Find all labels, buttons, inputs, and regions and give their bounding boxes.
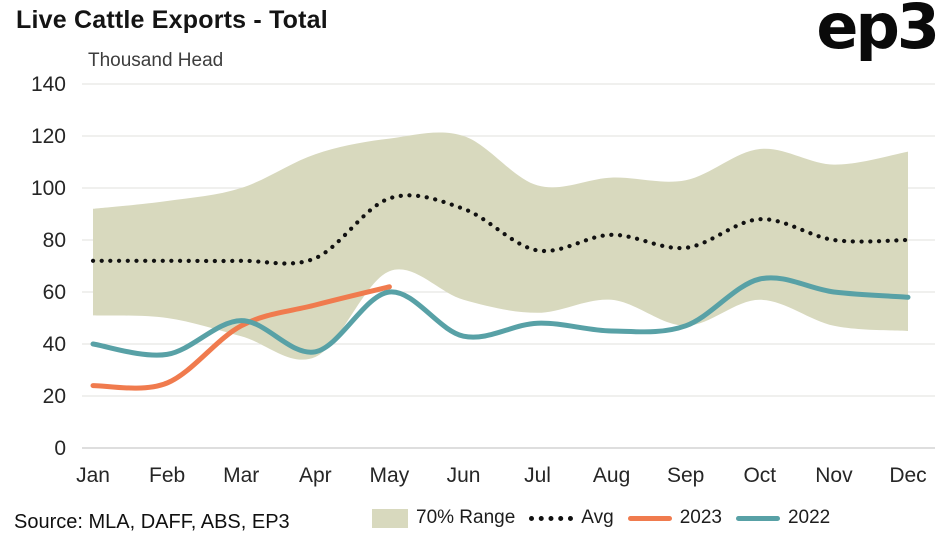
legend-avg-swatch <box>529 515 574 521</box>
legend-band-label: 70% Range <box>416 507 516 528</box>
svg-text:120: 120 <box>31 125 66 148</box>
legend-2022-label: 2022 <box>787 507 831 528</box>
svg-text:Mar: Mar <box>223 464 259 487</box>
svg-text:Apr: Apr <box>299 464 332 487</box>
ep3-logo: ep3 <box>816 0 940 63</box>
legend-2022-swatch <box>735 515 780 521</box>
svg-text:Oct: Oct <box>743 464 776 487</box>
source-note: Source: MLA, DAFF, ABS, EP3 <box>14 511 290 533</box>
y-axis-unit-label: Thousand Head <box>88 50 224 71</box>
svg-text:100: 100 <box>31 177 66 200</box>
chart-title: Live Cattle Exports - Total <box>16 6 328 34</box>
svg-text:Jul: Jul <box>524 464 551 487</box>
svg-text:80: 80 <box>43 229 66 252</box>
legend: 70% Range Avg 2023 2022 <box>372 507 830 529</box>
legend-item-2022: 2022 <box>735 507 831 529</box>
svg-text:Nov: Nov <box>815 464 853 487</box>
svg-text:20: 20 <box>43 385 66 408</box>
svg-text:Jun: Jun <box>447 464 481 487</box>
svg-text:Sep: Sep <box>667 464 704 487</box>
legend-band-swatch <box>372 508 408 528</box>
legend-item-avg: Avg <box>529 507 614 529</box>
svg-text:May: May <box>370 464 410 487</box>
svg-text:60: 60 <box>43 281 66 304</box>
legend-2023-label: 2023 <box>679 507 722 528</box>
svg-text:Feb: Feb <box>149 464 185 487</box>
legend-item-2023: 2023 <box>627 507 722 529</box>
legend-avg-label: Avg <box>581 507 614 528</box>
svg-text:Jan: Jan <box>76 464 110 487</box>
svg-text:0: 0 <box>54 437 66 460</box>
legend-2023-swatch <box>627 515 672 521</box>
svg-text:Aug: Aug <box>593 464 630 487</box>
legend-item-range: 70% Range <box>372 507 515 529</box>
svg-text:140: 140 <box>31 73 66 96</box>
svg-text:40: 40 <box>43 333 66 356</box>
svg-text:Dec: Dec <box>889 464 926 487</box>
